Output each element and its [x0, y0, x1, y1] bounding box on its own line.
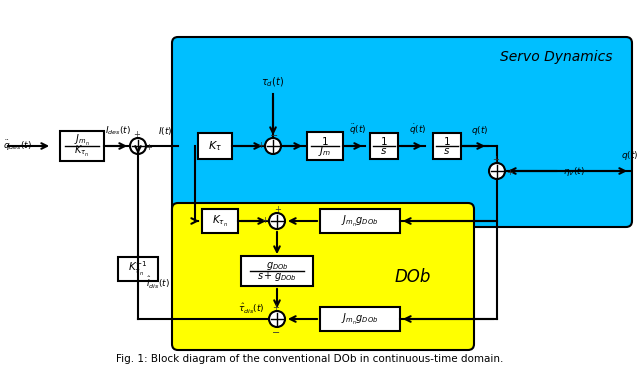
Text: $I(t)$: $I(t)$: [157, 125, 172, 137]
Text: $\ddot{q}_{des}(t)$: $\ddot{q}_{des}(t)$: [3, 139, 32, 153]
FancyBboxPatch shape: [198, 133, 232, 159]
Text: Servo Dynamics: Servo Dynamics: [500, 50, 612, 64]
Circle shape: [130, 138, 146, 154]
Text: $+$: $+$: [272, 302, 280, 312]
Text: $K_{\tau_n}$: $K_{\tau_n}$: [212, 214, 228, 229]
Text: $\tau_d(t)$: $\tau_d(t)$: [262, 76, 285, 89]
Text: $\hat{\tau}_{dis}(t)$: $\hat{\tau}_{dis}(t)$: [239, 302, 265, 316]
FancyBboxPatch shape: [172, 203, 474, 350]
FancyBboxPatch shape: [241, 256, 313, 286]
FancyBboxPatch shape: [433, 133, 461, 159]
Circle shape: [489, 163, 505, 179]
Text: $+$: $+$: [506, 167, 514, 177]
Text: Fig. 1: Block diagram of the conventional DOb in continuous-time domain.: Fig. 1: Block diagram of the conventiona…: [116, 354, 504, 364]
Text: $-$: $-$: [269, 129, 278, 139]
Text: $g_{DOb}$: $g_{DOb}$: [266, 259, 289, 271]
Text: $+$: $+$: [261, 215, 269, 225]
FancyBboxPatch shape: [60, 131, 104, 161]
Text: $J_{m_n} g_{DOb}$: $J_{m_n} g_{DOb}$: [341, 214, 379, 229]
FancyBboxPatch shape: [172, 37, 632, 227]
FancyBboxPatch shape: [307, 132, 343, 160]
Text: $J_{m_n} g_{DOb}$: $J_{m_n} g_{DOb}$: [341, 311, 379, 326]
Text: $\ddot{q}(t)$: $\ddot{q}(t)$: [349, 123, 367, 137]
Text: $1$: $1$: [380, 135, 388, 147]
Text: $+$: $+$: [257, 140, 265, 150]
Text: $+$: $+$: [274, 204, 282, 214]
Circle shape: [265, 138, 281, 154]
Text: $\eta_V(t)$: $\eta_V(t)$: [563, 165, 585, 177]
Text: $+$: $+$: [492, 154, 500, 164]
FancyBboxPatch shape: [118, 257, 158, 281]
Text: $J_m$: $J_m$: [318, 144, 332, 158]
FancyBboxPatch shape: [320, 209, 400, 233]
FancyBboxPatch shape: [320, 307, 400, 331]
Circle shape: [269, 213, 285, 229]
Text: DOb: DOb: [395, 267, 431, 285]
Text: $K_\tau$: $K_\tau$: [208, 139, 222, 153]
Text: $I_{des}(t)$: $I_{des}(t)$: [105, 124, 131, 137]
Text: $s+g_{DOb}$: $s+g_{DOb}$: [257, 270, 297, 283]
Text: $s$: $s$: [444, 146, 451, 156]
Text: $\dot{q}(t)$: $\dot{q}(t)$: [409, 123, 427, 137]
Text: $1$: $1$: [443, 135, 451, 147]
Circle shape: [269, 311, 285, 327]
Text: $q(t)$: $q(t)$: [471, 124, 489, 137]
Text: $K_{\tau_n}$: $K_{\tau_n}$: [74, 144, 90, 159]
Text: $K_{\tau_n}^{-1}$: $K_{\tau_n}^{-1}$: [128, 260, 148, 278]
Text: $1$: $1$: [321, 135, 329, 147]
Text: $s$: $s$: [380, 146, 388, 156]
Text: $+$: $+$: [145, 142, 153, 152]
Text: $J_{m_n}$: $J_{m_n}$: [74, 133, 90, 148]
Text: $q(t)$: $q(t)$: [621, 149, 639, 162]
FancyBboxPatch shape: [202, 209, 238, 233]
Text: $\hat{I}_{dis}(t)$: $\hat{I}_{dis}(t)$: [146, 275, 170, 291]
Text: $-$: $-$: [271, 326, 280, 336]
FancyBboxPatch shape: [370, 133, 398, 159]
Text: $+$: $+$: [133, 129, 141, 139]
